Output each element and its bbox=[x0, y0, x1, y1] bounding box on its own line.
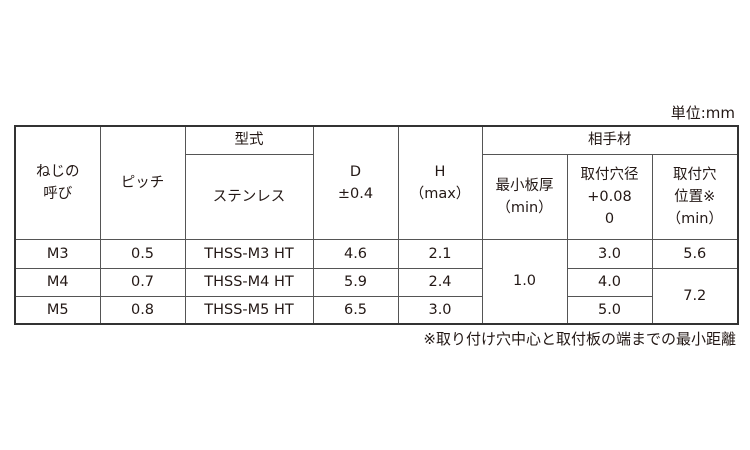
header-row-1: ねじの 呼び ピッチ 型式 D ±0.4 H （max） 相手材 bbox=[14, 125, 739, 240]
cell-hole-dia: 3.0 bbox=[566, 238, 653, 269]
spec-table: ねじの 呼び ピッチ 型式 D ±0.4 H （max） 相手材 ステンレス 最小板厚… bbox=[14, 125, 739, 325]
cell-d: 5.9 bbox=[312, 267, 399, 297]
header-pitch: ピッチ bbox=[99, 125, 186, 240]
cell-pitch: 0.8 bbox=[99, 295, 186, 325]
table-row: M4 0.7 THSS-M4 HT 5.9 2.4 4.0 7.2 bbox=[14, 267, 739, 325]
header-model-sub: ステンレス bbox=[184, 153, 314, 240]
cell-hole-dia: 4.0 bbox=[566, 267, 653, 297]
cell-model: THSS-M3 HT bbox=[184, 238, 314, 269]
cell-h: 3.0 bbox=[397, 295, 483, 325]
cell-hole-pos: 7.2 bbox=[651, 267, 739, 325]
cell-pitch: 0.5 bbox=[99, 238, 186, 269]
header-model: 型式 bbox=[184, 125, 314, 155]
cell-model: THSS-M4 HT bbox=[184, 267, 314, 297]
footnote: ※取り付け穴中心と取付板の端までの最小距離 bbox=[423, 330, 736, 348]
unit-label: 単位:mm bbox=[670, 104, 735, 122]
header-hole-pos: 取付穴 位置※ （min） bbox=[651, 153, 739, 240]
cell-thread: M5 bbox=[14, 295, 101, 325]
cell-h: 2.4 bbox=[397, 267, 483, 297]
cell-h: 2.1 bbox=[397, 238, 483, 269]
header-mating: 相手材 bbox=[481, 125, 739, 155]
header-hole-dia: 取付穴径 +0.08 0 bbox=[566, 153, 653, 240]
header-h: H （max） bbox=[397, 125, 483, 240]
cell-d: 4.6 bbox=[312, 238, 399, 269]
header-row-2: ステンレス 最小板厚 （min） 取付穴径 +0.08 0 取付穴 位置※ （min） bbox=[15, 153, 739, 240]
cell-pitch: 0.7 bbox=[99, 267, 186, 297]
cell-min-thickness: 1.0 bbox=[481, 238, 568, 325]
cell-model: THSS-M5 HT bbox=[184, 295, 314, 325]
cell-hole-pos: 5.6 bbox=[651, 238, 739, 269]
table-row: M3 0.5 THSS-M3 HT 4.6 2.1 1.0 3.0 5.6 bbox=[14, 238, 739, 325]
cell-hole-dia: 5.0 bbox=[566, 295, 653, 325]
header-d: D ±0.4 bbox=[312, 125, 399, 240]
cell-thread: M4 bbox=[14, 267, 101, 297]
table-row: M5 0.8 THSS-M5 HT 6.5 3.0 5.0 bbox=[14, 295, 738, 325]
header-thread: ねじの 呼び bbox=[14, 125, 101, 240]
cell-thread: M3 bbox=[14, 238, 101, 269]
cell-d: 6.5 bbox=[312, 295, 399, 325]
header-min-thickness: 最小板厚 （min） bbox=[481, 153, 568, 240]
